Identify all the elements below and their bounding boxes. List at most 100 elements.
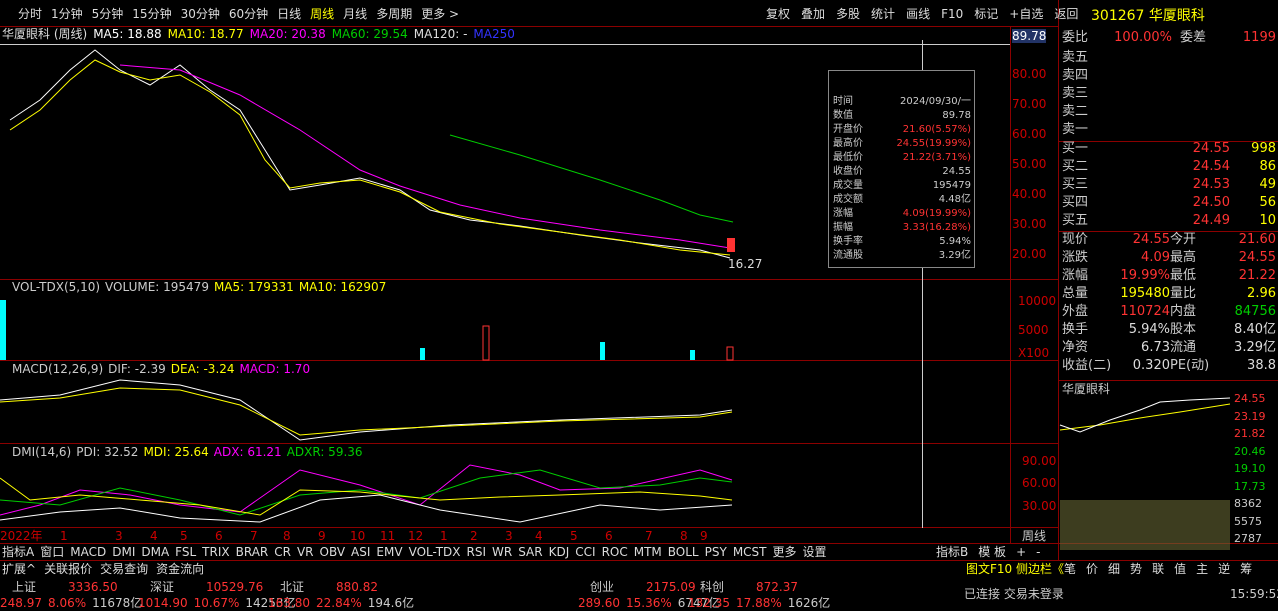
indicator-tab[interactable]: CCI xyxy=(575,545,596,559)
indicator-tab[interactable]: KDJ xyxy=(548,545,570,559)
quote-tab[interactable]: 逆 xyxy=(1218,562,1231,576)
quote-tab[interactable]: 价 xyxy=(1086,562,1099,576)
sub-tab[interactable]: 交易查询 xyxy=(100,562,149,576)
sell-level: 卖三 xyxy=(1062,86,1089,101)
quote-tab[interactable]: 联 xyxy=(1152,562,1165,576)
tooltip-value: 5.94% xyxy=(939,236,971,247)
indicator-tab[interactable]: - xyxy=(1036,545,1041,559)
indicator-tab[interactable]: VOL-TDX xyxy=(408,545,461,559)
quote-tab[interactable]: 值 xyxy=(1174,562,1187,576)
period-button[interactable]: 30分钟 xyxy=(180,7,220,21)
indicator-tab[interactable]: SAR xyxy=(518,545,543,559)
tool-button[interactable]: 返回 xyxy=(1054,7,1079,21)
x-axis-label: 8 xyxy=(680,529,688,543)
indicator-tab[interactable]: BRAR xyxy=(235,545,269,559)
period-button[interactable]: 更多 > xyxy=(421,7,460,21)
index-price: 872.37 xyxy=(756,580,799,594)
indicator-tab[interactable]: EMV xyxy=(376,545,403,559)
indicator-tab[interactable]: MACD xyxy=(70,545,107,559)
indicator-tab[interactable]: ROC xyxy=(601,545,628,559)
quote-header: 301267 华厦眼科 xyxy=(1091,8,1205,24)
tooltip-key: 开盘价 xyxy=(833,124,863,135)
tooltip-value: 2024/09/30/一 xyxy=(899,96,971,107)
indicator-tab[interactable]: FSL xyxy=(175,545,197,559)
tool-button[interactable]: 复权 xyxy=(766,7,791,21)
indicator-tab[interactable]: ASI xyxy=(351,545,371,559)
indicator-tab[interactable]: PSY xyxy=(704,545,727,559)
period-button[interactable]: 月线 xyxy=(343,7,368,21)
quote-tab[interactable]: 势 xyxy=(1130,562,1143,576)
indicator-tab[interactable]: BOLL xyxy=(667,545,699,559)
tooltip-value: 21.60(5.57%) xyxy=(902,124,971,135)
tool-button[interactable]: 标记 xyxy=(974,7,999,21)
period-button[interactable]: 1分钟 xyxy=(51,7,83,21)
mini-axis-label: 17.73 xyxy=(1234,479,1266,493)
indicator-tab[interactable]: MTM xyxy=(633,545,662,559)
period-button[interactable]: 15分钟 xyxy=(132,7,172,21)
sub-tab[interactable]: 关联报价 xyxy=(44,562,93,576)
clock: 15:59:52 xyxy=(1230,587,1278,601)
tooltip-key: 成交量 xyxy=(833,180,863,191)
quote-tab[interactable]: 细 xyxy=(1108,562,1121,576)
macd-legend: DEA: -3.24 xyxy=(170,362,235,376)
index-pct: 10.67% xyxy=(193,596,240,610)
period-button[interactable]: 周线 xyxy=(310,7,335,21)
indicator-tab[interactable]: 更多 xyxy=(772,545,797,559)
tooltip-value: 4.09(19.99%) xyxy=(902,208,971,219)
index-row: 1014.90 10.67% 14253亿 xyxy=(138,596,296,610)
dmi-legend: ADXR: 59.36 xyxy=(286,445,363,459)
info-key: 今开 xyxy=(1170,232,1197,247)
dmi-legend: ADX: 61.21 xyxy=(213,445,282,459)
tooltip-row: 收盘价 24.55 xyxy=(833,165,971,179)
tool-button[interactable]: 叠加 xyxy=(801,7,826,21)
dmi-legend: DMI(14,6) PDI: 32.52 MDI: 25.64 ADX: 61.21 A… xyxy=(12,445,363,459)
tool-button[interactable]: 多股 xyxy=(836,7,861,21)
tool-button[interactable]: 统计 xyxy=(871,7,896,21)
indicator-tab[interactable]: WR xyxy=(492,545,513,559)
indicator-tab[interactable]: MCST xyxy=(732,545,767,559)
index-amount: 194.6亿 xyxy=(367,596,415,610)
indicator-tab[interactable]: OBV xyxy=(319,545,346,559)
quote-tabs: 笔价细势联值主逆筹 xyxy=(1064,562,1252,576)
x-axis-label: 4 xyxy=(535,529,543,543)
indicator-tab[interactable]: 模 板 xyxy=(978,545,1007,559)
sub-tab[interactable]: 资金流向 xyxy=(156,562,205,576)
period-button[interactable]: 60分钟 xyxy=(228,7,269,21)
info-value: 24.55 xyxy=(1132,232,1170,247)
tooltip-row: 最高价 24.55(19.99%) xyxy=(833,137,971,151)
tool-button[interactable]: +自选 xyxy=(1009,7,1044,21)
low-label: 16.27 xyxy=(728,257,763,271)
tooltip-row: 涨幅 4.09(19.99%) xyxy=(833,207,971,221)
period-button[interactable]: 分时 xyxy=(18,7,43,21)
quote-tab[interactable]: 笔 xyxy=(1064,562,1077,576)
indicator-tab[interactable]: + xyxy=(1016,545,1027,559)
x-axis-label: 11 xyxy=(380,529,396,543)
sub-tab[interactable]: 扩展^ xyxy=(2,562,37,576)
indicator-tab[interactable]: CR xyxy=(274,545,291,559)
indicator-tab[interactable]: VR xyxy=(296,545,314,559)
period-button[interactable]: 日线 xyxy=(277,7,302,21)
index-row: 科创 872.37 xyxy=(700,580,798,594)
tooltip-key: 数值 xyxy=(833,110,853,121)
indicator-tab[interactable]: 窗口 xyxy=(40,545,65,559)
index-amount: 1626亿 xyxy=(787,596,831,610)
indicator-tab[interactable]: 指标A xyxy=(2,545,35,559)
indicator-tab[interactable]: 指标B xyxy=(936,545,969,559)
index-name: 上证 xyxy=(12,580,37,594)
price-axis-label: 89.78 xyxy=(1012,29,1047,43)
quote-tab[interactable]: 筹 xyxy=(1240,562,1253,576)
buy-price: 24.54 xyxy=(1192,159,1230,174)
indicator-tab[interactable]: DMA xyxy=(141,545,170,559)
indicator-tab[interactable]: DMI xyxy=(112,545,136,559)
period-button[interactable]: 5分钟 xyxy=(91,7,124,21)
indicator-tab[interactable]: TRIX xyxy=(202,545,230,559)
indicator-tab[interactable]: 设置 xyxy=(802,545,827,559)
tool-button[interactable]: F10 xyxy=(941,7,964,21)
quote-tab[interactable]: 主 xyxy=(1196,562,1209,576)
period-button[interactable]: 多周期 xyxy=(376,7,413,21)
mini-axis-label: 8362 xyxy=(1234,497,1262,510)
info-value: 24.55 xyxy=(1238,250,1276,265)
indicator-tab[interactable]: RSI xyxy=(466,545,487,559)
tool-button[interactable]: 画线 xyxy=(906,7,931,21)
